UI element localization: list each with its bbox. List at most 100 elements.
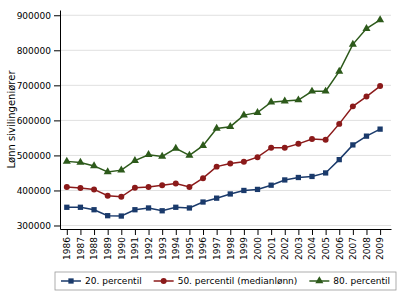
- series-marker: [78, 205, 83, 210]
- series: [64, 126, 383, 218]
- x-tick-mark: [80, 229, 81, 235]
- grid-line: [60, 225, 391, 226]
- series-marker: [90, 161, 98, 168]
- series-marker: [77, 185, 83, 191]
- x-tick-label: 1988: [89, 237, 99, 260]
- x-tick: 1988: [89, 229, 99, 260]
- series-marker: [173, 205, 178, 210]
- x-tick-mark: [189, 229, 190, 235]
- series-marker: [187, 205, 192, 210]
- x-tick-label: 2004: [307, 237, 317, 260]
- x-tick-mark: [244, 229, 245, 235]
- y-tick: 700000: [17, 81, 60, 91]
- series-marker: [377, 83, 383, 89]
- series-marker: [105, 213, 110, 218]
- y-tick: 800000: [17, 46, 60, 56]
- legend-marker: [68, 278, 73, 283]
- x-tick: 1998: [226, 229, 236, 260]
- series-marker: [281, 96, 289, 103]
- x-tick-mark: [135, 229, 136, 235]
- x-tick-mark: [312, 229, 313, 235]
- series-marker: [64, 184, 70, 190]
- series-marker: [63, 157, 71, 164]
- series-marker: [104, 167, 112, 174]
- legend-item: 80. percentil: [309, 276, 390, 286]
- series-marker: [309, 174, 314, 179]
- x-tick: 1996: [198, 229, 208, 260]
- series-marker: [226, 122, 234, 129]
- x-tick-label: 1991: [130, 237, 140, 260]
- series-marker: [199, 141, 207, 148]
- y-tick-mark: [54, 120, 60, 121]
- x-tick-mark: [162, 229, 163, 235]
- x-tick-label: 1999: [239, 237, 249, 260]
- series-marker: [295, 141, 301, 147]
- x-tick-label: 1996: [198, 237, 208, 260]
- series-marker: [364, 133, 369, 138]
- series-marker: [337, 157, 342, 162]
- series-marker: [323, 170, 328, 175]
- y-tick: 400000: [17, 186, 60, 196]
- x-tick-mark: [149, 229, 150, 235]
- series-marker: [349, 40, 357, 47]
- x-tick-label: 1993: [158, 237, 168, 260]
- series-marker: [335, 67, 343, 74]
- series-marker: [185, 151, 193, 158]
- x-tick-label: 1987: [76, 237, 86, 260]
- series-marker: [158, 152, 166, 159]
- series-marker: [350, 103, 356, 109]
- grid-line: [60, 155, 391, 156]
- x-tick: 1997: [212, 229, 222, 260]
- legend-marker: [161, 278, 167, 284]
- series-marker: [322, 87, 330, 94]
- y-tick-mark: [54, 225, 60, 226]
- series-marker: [308, 87, 316, 94]
- x-tick: 2003: [294, 229, 304, 260]
- series-marker: [214, 196, 219, 201]
- y-tick-label: 900000: [17, 11, 52, 21]
- series-marker: [159, 182, 165, 188]
- x-tick-label: 1994: [171, 237, 181, 260]
- series-marker: [336, 121, 342, 127]
- x-tick: 2007: [348, 229, 358, 260]
- x-tick-label: 2006: [335, 237, 345, 260]
- x-tick-label: 1990: [117, 237, 127, 260]
- series: [64, 83, 383, 200]
- series-marker: [213, 124, 221, 131]
- y-axis-title: Lønn sivilingeniører: [6, 70, 17, 169]
- series-marker: [376, 15, 384, 22]
- x-tick: 2000: [253, 229, 263, 260]
- x-tick-label: 1992: [144, 237, 154, 260]
- series-marker: [105, 193, 111, 199]
- x-tick-mark: [380, 229, 381, 235]
- x-tick: 2008: [362, 229, 372, 260]
- grid-line: [60, 15, 391, 16]
- y-tick: 500000: [17, 151, 60, 161]
- y-tick-label: 700000: [17, 81, 52, 91]
- grid-line: [60, 190, 391, 191]
- grid: [60, 15, 391, 225]
- series: [63, 15, 384, 174]
- grid-line: [60, 50, 391, 51]
- legend-label: 50. percentil (medianlønn): [178, 276, 298, 286]
- series-line: [67, 86, 380, 197]
- grid-line: [60, 85, 391, 86]
- series-marker: [228, 191, 233, 196]
- x-tick-label: 2000: [253, 237, 263, 260]
- x-tick-mark: [176, 229, 177, 235]
- series-marker: [268, 183, 273, 188]
- y-tick-mark: [54, 190, 60, 191]
- series-marker: [118, 194, 124, 200]
- series-marker: [362, 24, 370, 31]
- series-marker: [64, 205, 69, 210]
- x-tick-mark: [285, 229, 286, 235]
- series-marker: [132, 185, 138, 191]
- series-marker: [200, 175, 206, 181]
- x-tick: 1989: [103, 229, 113, 260]
- x-tick-label: 1997: [212, 237, 222, 260]
- y-tick-mark: [54, 15, 60, 16]
- x-tick: 2002: [280, 229, 290, 260]
- x-axis-line: [61, 229, 392, 230]
- x-tick: 2006: [335, 229, 345, 260]
- series-marker: [282, 177, 287, 182]
